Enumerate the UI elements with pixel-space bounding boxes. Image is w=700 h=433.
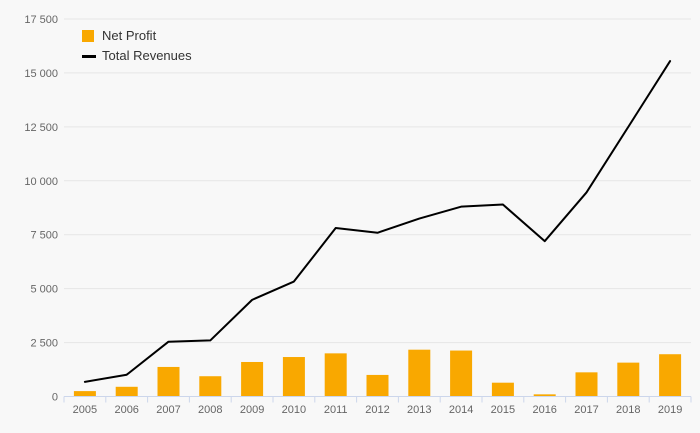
y-tick-label: 2 500 xyxy=(30,338,58,350)
net-profit-bar-2011[interactable] xyxy=(324,353,347,397)
legend-item-net-profit[interactable]: Net Profit xyxy=(82,27,192,45)
net-profit-bar-2005[interactable] xyxy=(73,391,96,397)
x-tick-label-2017: 2017 xyxy=(574,404,598,416)
legend-label-total-revenues: Total Revenues xyxy=(102,48,192,63)
y-tick-label: 10 000 xyxy=(24,176,58,188)
x-tick-label-2005: 2005 xyxy=(73,404,97,416)
legend: Net Profit Total Revenues xyxy=(82,27,192,65)
x-tick-label-2012: 2012 xyxy=(365,404,389,416)
total-revenues-line-icon xyxy=(82,49,96,63)
net-profit-bar-2018[interactable] xyxy=(617,362,640,397)
y-tick-label: 15 000 xyxy=(24,68,58,80)
y-tick-label: 17 500 xyxy=(24,14,58,26)
legend-item-total-revenues[interactable]: Total Revenues xyxy=(82,47,192,65)
x-tick-label-2009: 2009 xyxy=(240,404,264,416)
y-tick-label: 7 500 xyxy=(30,230,58,242)
y-tick-label: 12 500 xyxy=(24,122,58,134)
net-profit-bar-2014[interactable] xyxy=(450,350,473,397)
x-tick-label-2010: 2010 xyxy=(282,404,306,416)
y-tick-label: 5 000 xyxy=(30,284,58,296)
x-tick-label-2019: 2019 xyxy=(658,404,682,416)
x-tick-label-2015: 2015 xyxy=(491,404,515,416)
y-tick-label: 0 xyxy=(52,392,58,404)
x-tick-label-2007: 2007 xyxy=(156,404,180,416)
net-profit-bar-2006[interactable] xyxy=(115,386,138,397)
x-tick-label-2013: 2013 xyxy=(407,404,431,416)
x-tick-label-2008: 2008 xyxy=(198,404,222,416)
net-profit-bar-2010[interactable] xyxy=(282,357,305,397)
net-profit-bar-2015[interactable] xyxy=(491,382,514,397)
net-profit-bar-2013[interactable] xyxy=(408,349,431,397)
legend-label-net-profit: Net Profit xyxy=(102,28,157,43)
net-profit-bar-2008[interactable] xyxy=(199,376,222,397)
net-profit-bar-2012[interactable] xyxy=(366,374,389,397)
x-tick-label-2016: 2016 xyxy=(532,404,556,416)
x-tick-label-2014: 2014 xyxy=(449,404,473,416)
net-profit-bar-2009[interactable] xyxy=(241,361,264,397)
net-profit-bar-2007[interactable] xyxy=(157,366,180,397)
net-profit-bar-2016[interactable] xyxy=(533,394,556,397)
x-tick-label-2011: 2011 xyxy=(324,404,348,416)
x-tick-label-2018: 2018 xyxy=(616,404,640,416)
net-profit-swatch-icon xyxy=(82,29,96,43)
x-tick-label-2006: 2006 xyxy=(114,404,138,416)
net-profit-bar-2017[interactable] xyxy=(575,372,598,397)
net-profit-bar-2019[interactable] xyxy=(659,354,682,397)
total-revenues-line[interactable] xyxy=(83,60,672,383)
